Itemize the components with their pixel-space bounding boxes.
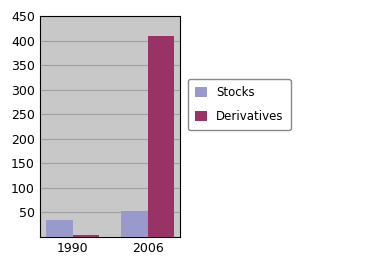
Bar (73, 235, 99, 237)
Bar (46, 220, 73, 237)
Legend: Stocks, Derivatives: Stocks, Derivatives (188, 79, 291, 130)
Bar (148, 36, 174, 237)
Bar (121, 210, 148, 237)
